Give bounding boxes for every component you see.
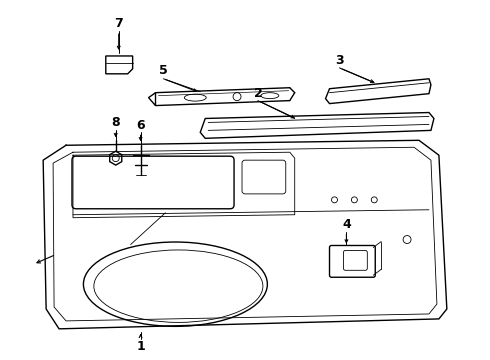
Text: 8: 8 <box>111 116 120 129</box>
Text: 4: 4 <box>342 218 351 231</box>
Text: 3: 3 <box>335 54 344 67</box>
Text: 7: 7 <box>114 17 123 30</box>
Text: 1: 1 <box>136 340 145 353</box>
Text: 5: 5 <box>159 64 168 77</box>
Text: 2: 2 <box>253 87 262 100</box>
Text: 6: 6 <box>136 119 145 132</box>
